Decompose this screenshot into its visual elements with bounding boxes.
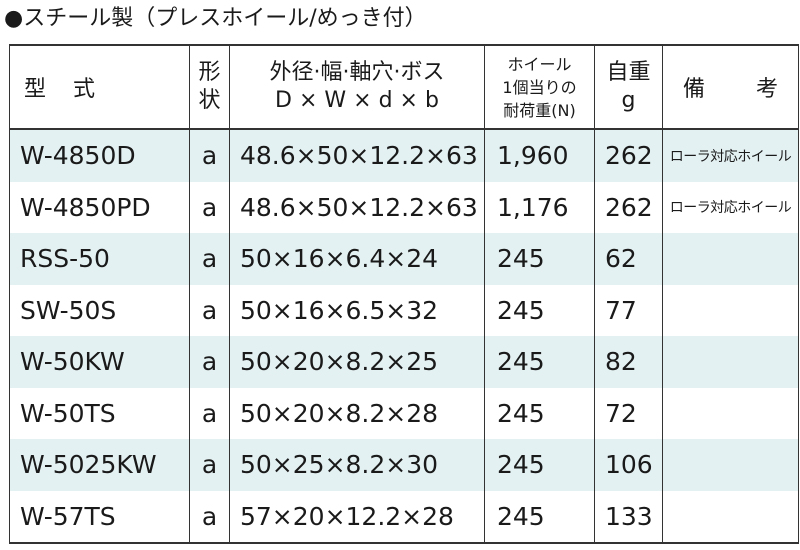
header-weight: 自重 g [594, 44, 663, 130]
cell-weight: 77 [594, 284, 663, 336]
cell-weight: 262 [594, 181, 663, 233]
table-row: W-5025KW a 50×25×8.2×30 245 106 [9, 439, 799, 491]
cell-load: 1,960 [484, 129, 595, 182]
cell-dimensions: 50×25×8.2×30 [229, 439, 485, 491]
cell-remarks: ローラ対応ホイール [662, 129, 799, 182]
table-row: W-50KW a 50×20×8.2×25 245 82 [9, 336, 799, 388]
header-shape: 形 状 [189, 44, 230, 130]
cell-weight: 62 [594, 233, 663, 285]
cell-dimensions: 50×20×8.2×28 [229, 387, 485, 439]
cell-shape: a [189, 233, 230, 285]
header-weight-line2: g [621, 88, 636, 113]
cell-remarks: ローラ対応ホイール [662, 181, 799, 233]
cell-model: W-50TS [9, 387, 190, 439]
header-shape-line1: 形 [198, 60, 221, 85]
header-model: 型 式 [9, 44, 190, 130]
cell-model: SW-50S [9, 284, 190, 336]
table-header-row: 型 式 形 状 外径·幅·軸穴·ボス D × W × d × b ホイール 1個… [9, 44, 799, 130]
cell-weight: 82 [594, 336, 663, 388]
table-row: W-4850D a 48.6×50×12.2×63 1,960 262 ローラ対… [9, 129, 799, 182]
header-load-line2: 1個当りの [502, 77, 577, 97]
cell-shape: a [189, 387, 230, 439]
header-dimensions-line2: D × W × d × b [275, 88, 439, 113]
cell-dimensions: 57×20×12.2×28 [229, 490, 485, 544]
cell-remarks [662, 233, 799, 285]
header-load: ホイール 1個当りの 耐荷重(N) [484, 44, 595, 130]
cell-remarks [662, 284, 799, 336]
cell-remarks [662, 336, 799, 388]
cell-model: W-5025KW [9, 439, 190, 491]
cell-remarks [662, 490, 799, 544]
cell-weight: 262 [594, 129, 663, 182]
cell-dimensions: 50×16×6.5×32 [229, 284, 485, 336]
header-load-line3: 耐荷重(N) [503, 100, 576, 120]
cell-dimensions: 50×20×8.2×25 [229, 336, 485, 388]
header-remarks: 備 考 [662, 44, 799, 130]
cell-load: 245 [484, 490, 595, 544]
cell-shape: a [189, 129, 230, 182]
cell-remarks [662, 387, 799, 439]
cell-shape: a [189, 439, 230, 491]
cell-model: W-4850PD [9, 181, 190, 233]
cell-dimensions: 48.6×50×12.2×63 [229, 129, 485, 182]
cell-shape: a [189, 284, 230, 336]
header-load-line1: ホイール [507, 54, 572, 74]
header-weight-line1: 自重 [606, 60, 651, 85]
cell-load: 1,176 [484, 181, 595, 233]
cell-remarks [662, 439, 799, 491]
table-row: RSS-50 a 50×16×6.4×24 245 62 [9, 233, 799, 285]
table-row: SW-50S a 50×16×6.5×32 245 77 [9, 284, 799, 336]
cell-dimensions: 50×16×6.4×24 [229, 233, 485, 285]
cell-shape: a [189, 490, 230, 544]
table-row: W-50TS a 50×20×8.2×28 245 72 [9, 387, 799, 439]
cell-model: W-57TS [9, 490, 190, 544]
spec-table: 型 式 形 状 外径·幅·軸穴·ボス D × W × d × b ホイール 1個… [9, 44, 799, 544]
cell-load: 245 [484, 284, 595, 336]
cell-shape: a [189, 181, 230, 233]
cell-model: W-4850D [9, 129, 190, 182]
cell-weight: 133 [594, 490, 663, 544]
cell-shape: a [189, 336, 230, 388]
table-title: ●スチール製（プレスホイール/めっき付） [4, 6, 427, 31]
cell-load: 245 [484, 336, 595, 388]
cell-model: W-50KW [9, 336, 190, 388]
cell-model: RSS-50 [9, 233, 190, 285]
cell-load: 245 [484, 387, 595, 439]
cell-load: 245 [484, 233, 595, 285]
cell-weight: 106 [594, 439, 663, 491]
header-shape-line2: 状 [198, 88, 221, 113]
cell-dimensions: 48.6×50×12.2×63 [229, 181, 485, 233]
header-dimensions-line1: 外径·幅·軸穴·ボス [269, 60, 445, 85]
table-row: W-57TS a 57×20×12.2×28 245 133 [9, 490, 799, 544]
header-dimensions: 外径·幅·軸穴·ボス D × W × d × b [229, 44, 485, 130]
cell-load: 245 [484, 439, 595, 491]
table-row: W-4850PD a 48.6×50×12.2×63 1,176 262 ローラ… [9, 181, 799, 233]
cell-weight: 72 [594, 387, 663, 439]
